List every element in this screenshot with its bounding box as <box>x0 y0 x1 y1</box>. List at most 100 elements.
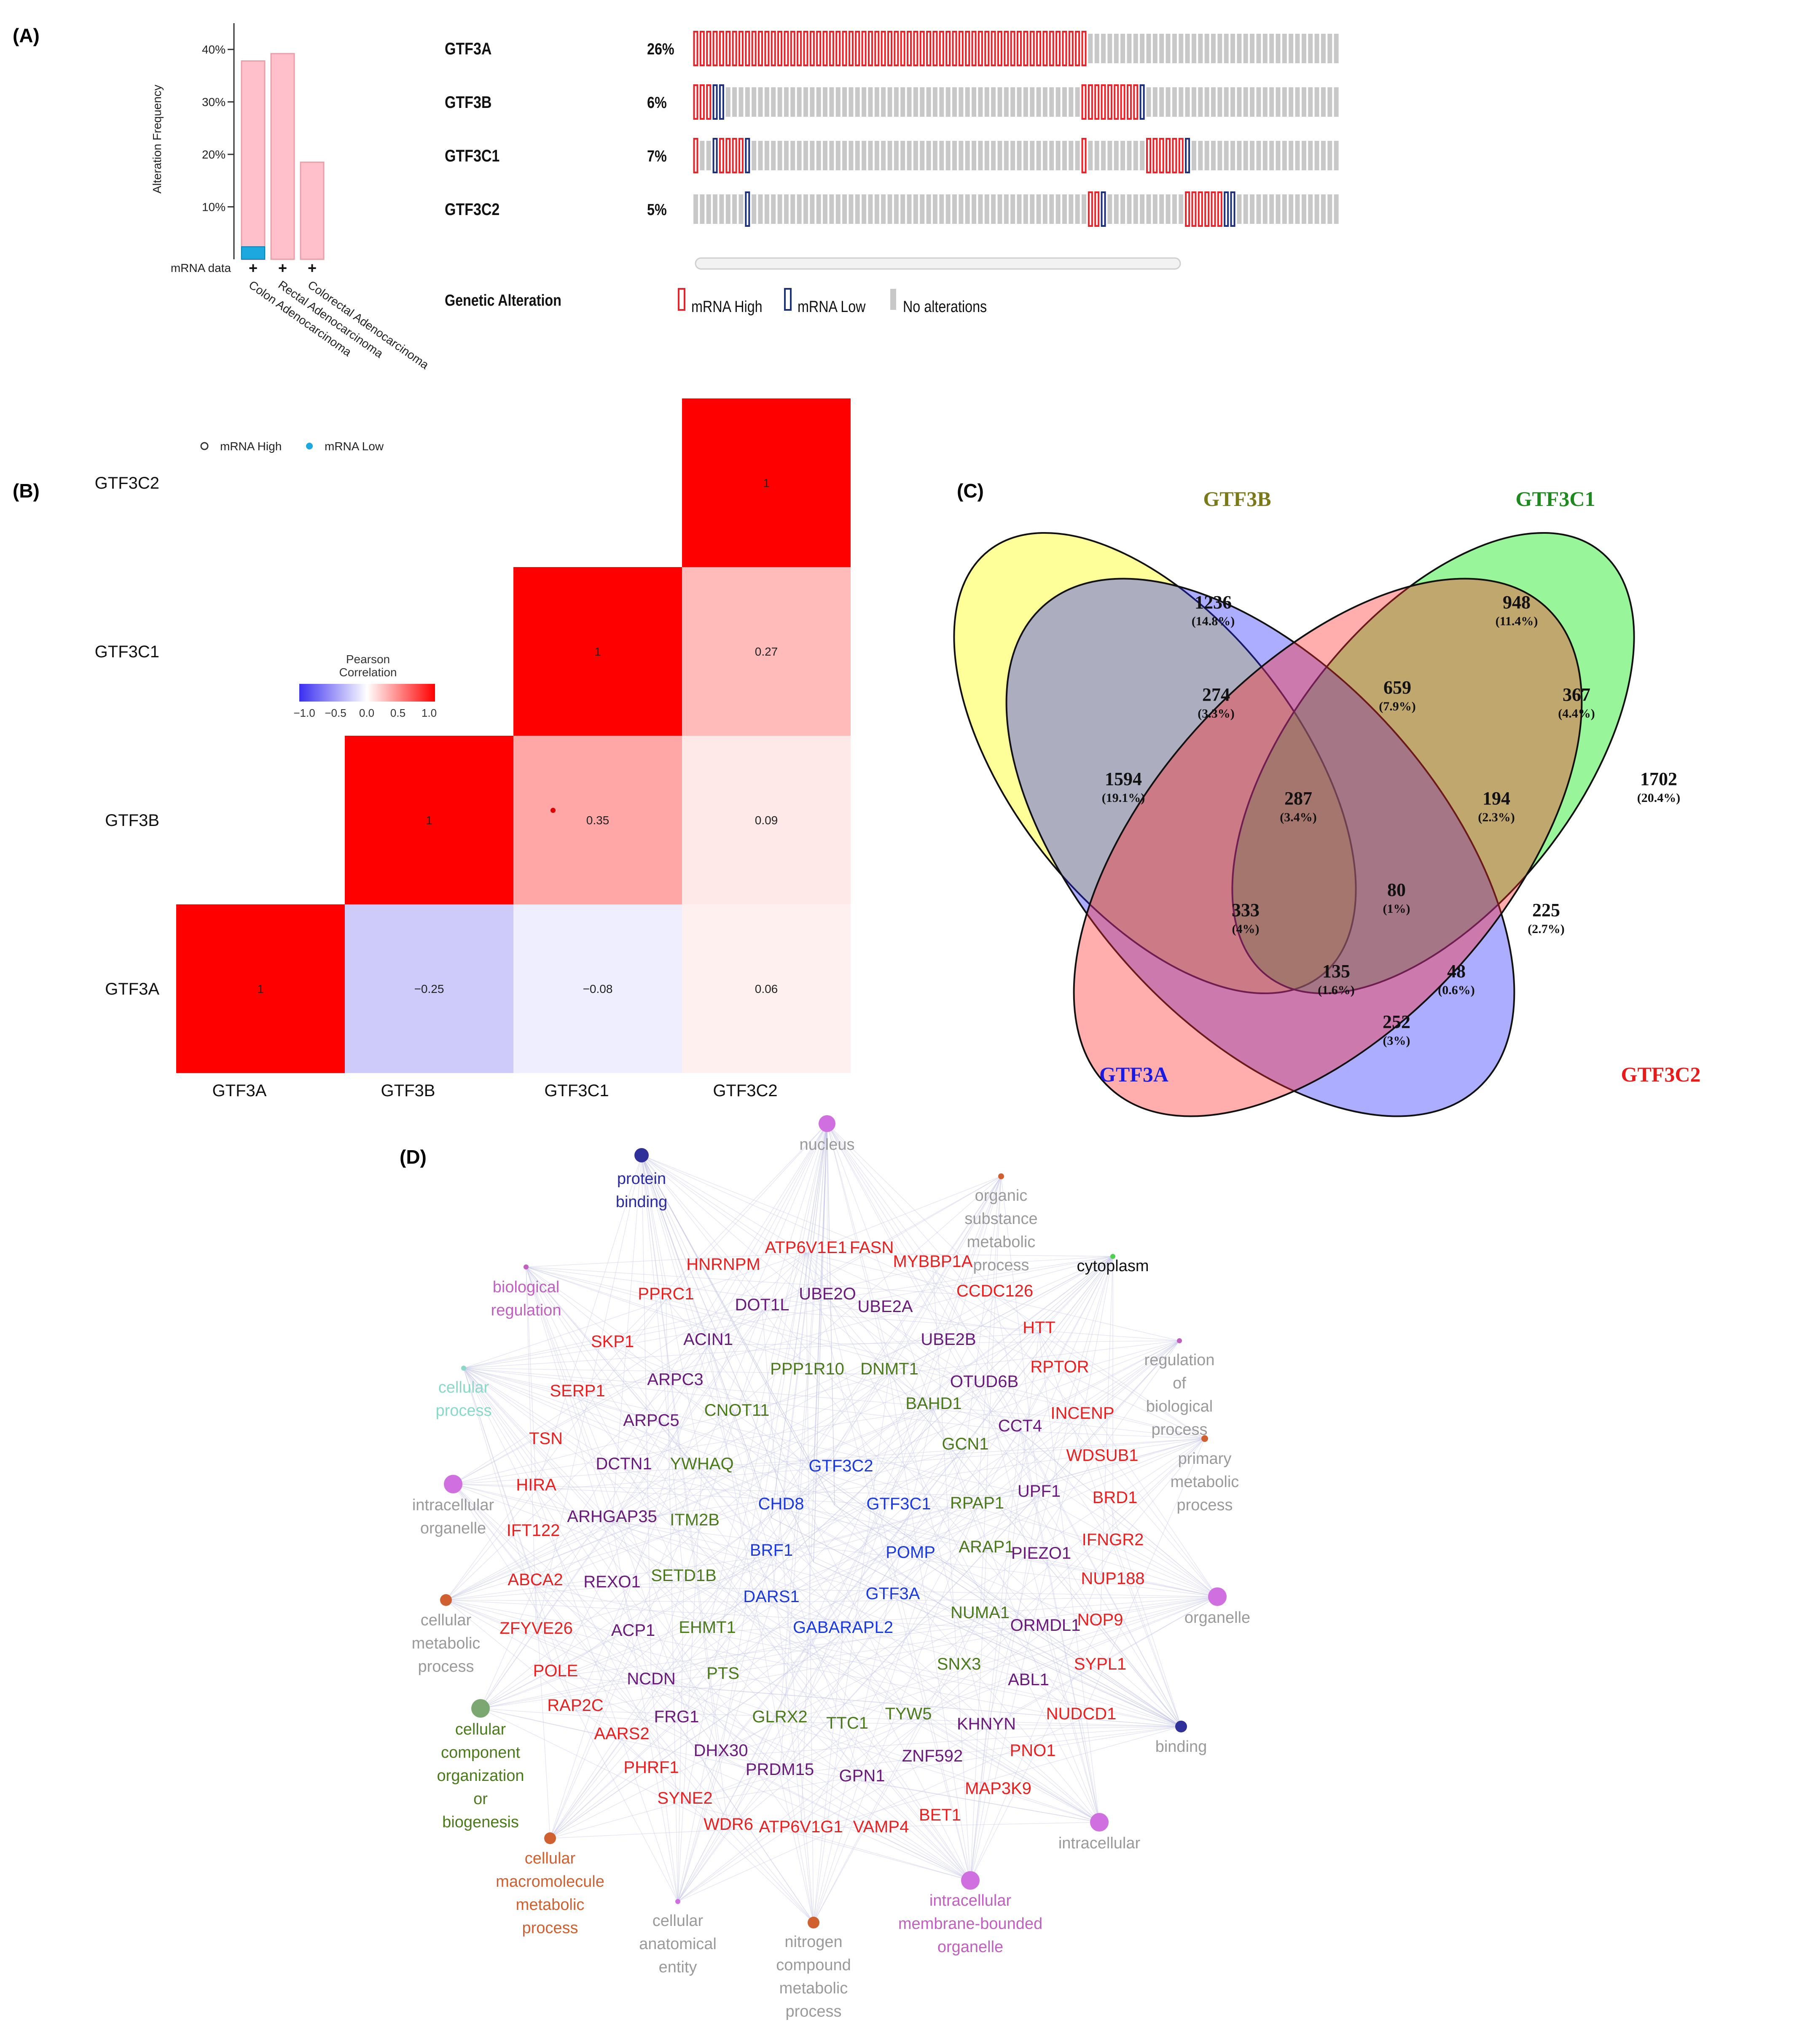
gene-node-label[interactable]: TSN <box>529 1429 563 1448</box>
gene-node-label[interactable]: PNO1 <box>1010 1741 1056 1760</box>
go-term-cellular-metabolic[interactable]: cellular metabolic process <box>412 1594 481 1676</box>
gene-node-label[interactable]: GTF3C2 <box>808 1457 873 1475</box>
go-term-protein-binding[interactable]: protein binding <box>616 1148 668 1211</box>
gene-node-label[interactable]: DCTN1 <box>596 1455 652 1473</box>
gene-node-label[interactable]: CNOT11 <box>704 1401 770 1420</box>
gene-node-label[interactable]: MAP3K9 <box>965 1779 1031 1798</box>
gene-node-label[interactable]: NUP188 <box>1081 1569 1144 1588</box>
gene-node-label[interactable]: SKP1 <box>591 1332 634 1351</box>
gene-node-label[interactable]: ACIN1 <box>683 1330 733 1349</box>
gene-node-label[interactable]: ZFYVE26 <box>500 1619 572 1638</box>
gene-node-label[interactable]: ABL1 <box>1008 1670 1049 1689</box>
gene-node-label[interactable]: SERP1 <box>550 1382 605 1400</box>
go-term-binding[interactable]: binding <box>1155 1721 1207 1756</box>
gene-node-label[interactable]: RPAP1 <box>950 1494 1004 1512</box>
gene-node-label[interactable]: UBE2A <box>857 1297 913 1316</box>
gene-node-label[interactable]: ARAP1 <box>959 1538 1014 1556</box>
gene-node-label[interactable]: POLE <box>533 1662 578 1680</box>
gene-node-label[interactable]: MYBBP1A <box>893 1252 973 1271</box>
gene-node-label[interactable]: UPF1 <box>1018 1482 1061 1501</box>
gene-node-label[interactable]: CCT4 <box>998 1417 1042 1435</box>
gene-node-label[interactable]: OTUD6B <box>950 1372 1018 1391</box>
gene-node-label[interactable]: IFNGR2 <box>1082 1530 1144 1549</box>
gene-node-label[interactable]: UBE2B <box>921 1330 976 1349</box>
go-term-nitrogen-compound[interactable]: nitrogen compound metabolic process <box>776 1917 851 2020</box>
gene-node-label[interactable]: SYPL1 <box>1074 1655 1127 1673</box>
gene-node-label[interactable]: NOP9 <box>1077 1611 1123 1629</box>
gene-node-label[interactable]: NCDN <box>627 1670 676 1688</box>
gene-node-label[interactable]: SNX3 <box>937 1655 981 1673</box>
gene-node-label[interactable]: SYNE2 <box>657 1789 712 1807</box>
gene-node-label[interactable]: REXO1 <box>583 1573 641 1591</box>
gene-node-label[interactable]: BAHD1 <box>905 1394 961 1413</box>
go-term-intracellular-membrane[interactable]: intracellular membrane-bounded organelle <box>898 1871 1042 1956</box>
gene-node-label[interactable]: UBE2O <box>799 1285 856 1303</box>
gene-node-label[interactable]: EHMT1 <box>679 1618 736 1637</box>
gene-node-label[interactable]: AARS2 <box>594 1724 649 1743</box>
go-term-intracellular-organelle[interactable]: intracellular organelle <box>412 1475 494 1537</box>
gene-node-label[interactable]: DARS1 <box>743 1587 799 1606</box>
go-term-cellular-anatomical[interactable]: cellular anatomical entity <box>639 1899 717 1976</box>
gene-node-label[interactable]: PRDM15 <box>746 1760 814 1779</box>
gene-node-label[interactable]: ATP6V1G1 <box>759 1818 843 1836</box>
gene-node-label[interactable]: ACP1 <box>611 1621 655 1640</box>
gene-node-label[interactable]: POMP <box>886 1543 935 1562</box>
gene-node-label[interactable]: TYW5 <box>885 1705 932 1723</box>
go-term-organic-substance[interactable]: organic substance metabolic process <box>964 1173 1038 1274</box>
gene-node-label[interactable]: PTS <box>706 1664 739 1683</box>
gene-node-label[interactable]: HNRNPM <box>686 1255 760 1274</box>
go-term-regulation-bio[interactable]: regulation of biological process <box>1144 1338 1215 1439</box>
go-term-primary-metabolic[interactable]: primary metabolic process <box>1171 1435 1239 1514</box>
gene-node-label[interactable]: NUMA1 <box>951 1603 1010 1622</box>
gene-node-label[interactable]: ARHGAP35 <box>567 1507 657 1526</box>
gene-node-label[interactable]: PHRF1 <box>623 1758 679 1777</box>
gene-node-label[interactable]: RPTOR <box>1030 1358 1089 1376</box>
gene-node-label[interactable]: GPN1 <box>839 1767 885 1785</box>
gene-node-label[interactable]: HIRA <box>516 1476 556 1494</box>
gene-node-label[interactable]: BET1 <box>919 1806 961 1824</box>
go-term-cytoplasm[interactable]: cytoplasm <box>1077 1254 1149 1275</box>
gene-node-label[interactable]: HTT <box>1023 1318 1055 1337</box>
gene-node-label[interactable]: CCDC126 <box>956 1282 1033 1300</box>
gene-node-label[interactable]: PIEZO1 <box>1011 1544 1071 1563</box>
gene-node-label[interactable]: DOT1L <box>735 1296 790 1314</box>
gene-node-label[interactable]: ORMDL1 <box>1010 1616 1081 1635</box>
gene-node-label[interactable]: TTC1 <box>826 1714 868 1732</box>
gene-node-label[interactable]: GLRX2 <box>752 1708 807 1726</box>
gene-node-label[interactable]: PPP1R10 <box>770 1360 844 1378</box>
gene-node-label[interactable]: YWHAQ <box>670 1455 733 1473</box>
oncoprint-scrollbar[interactable] <box>695 257 1181 270</box>
gene-node-label[interactable]: ZNF592 <box>902 1747 963 1765</box>
gene-node-label[interactable]: INCENP <box>1050 1404 1114 1423</box>
gene-node-label[interactable]: GCN1 <box>942 1435 988 1453</box>
gene-node-label[interactable]: DHX30 <box>694 1741 748 1760</box>
gene-node-label[interactable]: RAP2C <box>547 1696 603 1715</box>
go-term-nucleus[interactable]: nucleus <box>800 1115 855 1154</box>
gene-node-label[interactable]: SETD1B <box>651 1566 717 1585</box>
gene-node-label[interactable]: ARPC5 <box>623 1411 679 1430</box>
gene-node-label[interactable]: GTF3C1 <box>866 1495 931 1513</box>
gene-node-label[interactable]: GABARAPL2 <box>793 1618 893 1637</box>
gene-node-label[interactable]: ARPC3 <box>647 1370 703 1389</box>
go-term-cellular-macromolecule[interactable]: cellular macromolecule metabolic process <box>496 1832 604 1937</box>
gene-node-label[interactable]: KHNYN <box>957 1715 1016 1733</box>
go-term-biological-regulation[interactable]: biological regulation <box>491 1264 561 1319</box>
gene-node-label[interactable]: ATP6V1E1 <box>765 1238 847 1257</box>
gene-node-label[interactable]: ITM2B <box>670 1511 720 1529</box>
gene-node-label[interactable]: ABCA2 <box>508 1571 563 1589</box>
gene-node-label[interactable]: FRG1 <box>654 1708 699 1726</box>
go-term-intracellular[interactable]: intracellular <box>1058 1813 1141 1852</box>
gene-node-label[interactable]: FASN <box>850 1238 894 1257</box>
go-term-organelle[interactable]: organelle <box>1184 1587 1250 1627</box>
gene-node-label[interactable]: DNMT1 <box>860 1360 918 1378</box>
gene-node-label[interactable]: IFT122 <box>507 1521 560 1540</box>
gene-node-label[interactable]: PPRC1 <box>638 1285 694 1303</box>
gene-node-label[interactable]: GTF3A <box>866 1584 920 1603</box>
gene-node-label[interactable]: NUDCD1 <box>1046 1705 1117 1723</box>
gene-node-label[interactable]: BRD1 <box>1093 1488 1138 1507</box>
gene-node-label[interactable]: WDSUB1 <box>1066 1446 1138 1465</box>
gene-node-label[interactable]: VAMP4 <box>853 1818 909 1836</box>
gene-node-label[interactable]: CHD8 <box>758 1495 804 1513</box>
go-term-cellular-process[interactable]: cellular process <box>435 1366 492 1420</box>
go-term-cellular-component[interactable]: cellular component organization or biogenesi… <box>437 1699 524 1831</box>
